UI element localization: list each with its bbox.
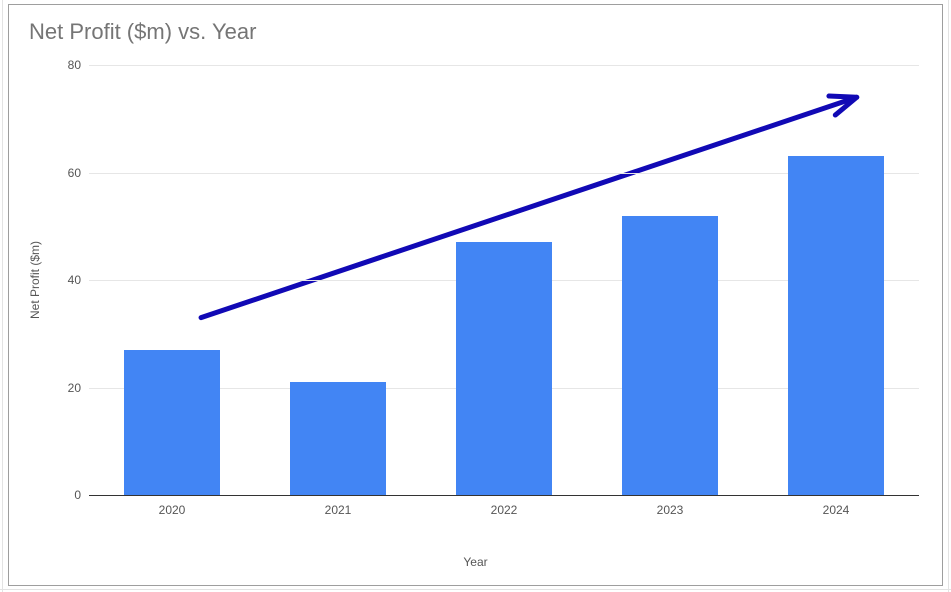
x-tick-label: 2022 [491,503,518,517]
x-axis-title: Year [463,555,487,569]
gridline [89,495,919,496]
y-tick-label: 60 [68,166,81,180]
y-tick-label: 20 [68,381,81,395]
bar[interactable] [456,242,552,495]
chart-title: Net Profit ($m) vs. Year [29,19,256,45]
sheet-gridline [948,0,949,592]
x-tick-label: 2021 [325,503,352,517]
y-tick-label: 40 [68,273,81,287]
sheet-gridline [2,0,3,592]
y-tick-label: 80 [68,58,81,72]
gridline [89,65,919,66]
bar[interactable] [788,156,884,495]
sheet-gridline [0,589,951,590]
x-tick-label: 2023 [657,503,684,517]
bar[interactable] [622,216,718,496]
x-tick-label: 2024 [823,503,850,517]
plot-area: 02040608020202021202220232024 [89,65,919,495]
y-axis-title: Net Profit ($m) [28,241,42,319]
y-tick-label: 0 [74,488,81,502]
bar[interactable] [124,350,220,495]
x-tick-label: 2020 [159,503,186,517]
bar[interactable] [290,382,386,495]
chart-card[interactable]: Net Profit ($m) vs. Year Net Profit ($m)… [8,4,943,586]
spreadsheet-background: Net Profit ($m) vs. Year Net Profit ($m)… [0,0,951,592]
